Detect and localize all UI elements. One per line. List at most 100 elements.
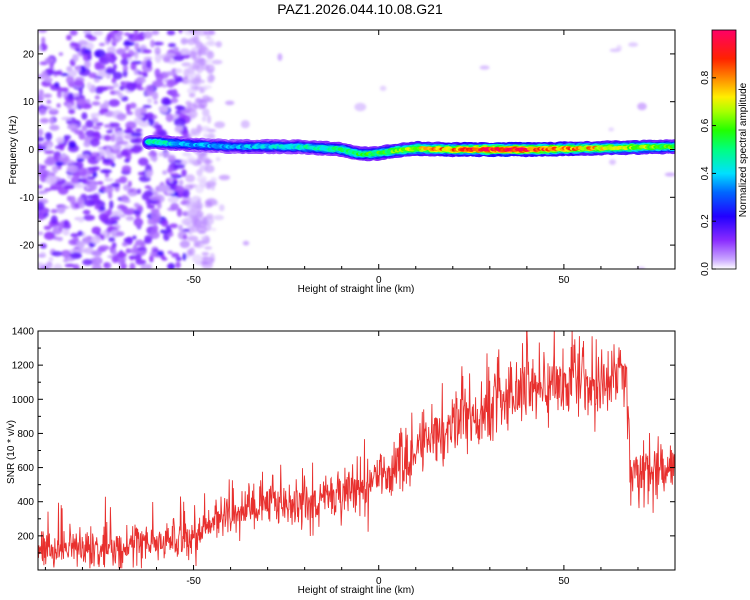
spectrogram-frame bbox=[37, 29, 676, 270]
heatmap-cell bbox=[109, 54, 116, 64]
heatmap-cell bbox=[196, 169, 203, 177]
heatmap-cell bbox=[75, 48, 81, 52]
heatmap-cell bbox=[71, 175, 79, 184]
heatmap-cell bbox=[77, 196, 84, 205]
heatmap-cell bbox=[193, 76, 202, 86]
spectrogram-heatmap bbox=[38, 30, 675, 269]
snr-frame bbox=[37, 330, 676, 571]
heatmap-cell bbox=[108, 237, 116, 242]
heatmap-cell bbox=[101, 213, 110, 218]
heatmap-cell bbox=[91, 101, 101, 106]
heatmap-cell bbox=[162, 151, 170, 158]
heatmap-cell bbox=[38, 136, 45, 142]
heatmap-cell bbox=[38, 184, 43, 189]
heatmap-cell bbox=[121, 53, 132, 60]
heatmap-cell bbox=[168, 176, 174, 184]
heatmap-cell bbox=[200, 235, 207, 240]
heatmap-cell bbox=[149, 254, 154, 263]
heatmap-cell bbox=[215, 156, 221, 162]
heatmap-cell bbox=[90, 138, 100, 147]
heatmap-cell bbox=[154, 68, 161, 77]
heatmap-cell bbox=[196, 198, 202, 208]
heatmap-cell bbox=[86, 82, 92, 90]
heatmap-cell bbox=[87, 51, 92, 61]
heatmap-cell bbox=[152, 224, 159, 233]
heatmap-cell bbox=[63, 219, 69, 227]
colorbar-ticks: 0.0 0.2 0.4 0.6 0.8 bbox=[700, 70, 716, 276]
snr-xtick-label: 0 bbox=[376, 576, 382, 587]
heatmap-cell bbox=[50, 215, 58, 225]
heatmap-cell bbox=[205, 35, 211, 40]
heatmap-cell bbox=[100, 185, 106, 191]
heatmap-cell bbox=[204, 246, 213, 250]
heatmap-cell bbox=[167, 250, 173, 255]
heatmap-cell bbox=[214, 121, 226, 129]
heatmap-cell bbox=[129, 188, 135, 193]
heatmap-cell bbox=[66, 164, 79, 174]
heatmap-cell bbox=[98, 149, 107, 156]
spectrogram-panel: -50 0 50 20 10 0 -10 -20 Height of straight lin… bbox=[8, 29, 676, 295]
colorbar-tick-label: 0.0 bbox=[700, 262, 711, 276]
heatmap-cell bbox=[211, 227, 217, 232]
heatmap-cell bbox=[103, 110, 115, 117]
heatmap-cell bbox=[104, 178, 114, 182]
heatmap-cell bbox=[95, 156, 102, 162]
heatmap-cell bbox=[146, 112, 154, 119]
heatmap-cell bbox=[103, 134, 112, 142]
heatmap-cell bbox=[152, 41, 164, 46]
heatmap-cell bbox=[94, 95, 101, 100]
spectrogram-ytick-label: 0 bbox=[28, 145, 34, 156]
heatmap-cell bbox=[109, 122, 121, 128]
heatmap-cell bbox=[67, 92, 74, 101]
heatmap-cell bbox=[151, 30, 160, 36]
snr-ytick-label: 1400 bbox=[12, 327, 35, 338]
heatmap-cell bbox=[99, 56, 111, 65]
heatmap-cell bbox=[140, 263, 152, 269]
heatmap-cell bbox=[68, 69, 78, 78]
heatmap-cell bbox=[205, 198, 218, 207]
heatmap-cell bbox=[172, 88, 178, 97]
heatmap-cell bbox=[176, 105, 186, 111]
spectrogram-ytick-label: -10 bbox=[20, 193, 35, 204]
heatmap-cell bbox=[616, 44, 622, 52]
heatmap-cell bbox=[201, 218, 209, 226]
heatmap-cell bbox=[143, 56, 153, 61]
heatmap-cell bbox=[122, 199, 131, 204]
heatmap-cell bbox=[98, 245, 110, 251]
heatmap-cell bbox=[150, 211, 161, 220]
heatmap-cell bbox=[158, 152, 164, 157]
heatmap-cell bbox=[106, 33, 112, 43]
heatmap-cell bbox=[123, 129, 135, 134]
heatmap-cell bbox=[152, 80, 164, 88]
heatmap-cell bbox=[136, 247, 147, 251]
heatmap-cell bbox=[44, 188, 52, 192]
snr-ytick-label: 400 bbox=[17, 497, 34, 508]
heatmap-cell bbox=[134, 50, 139, 60]
heatmap-cell bbox=[186, 87, 197, 95]
heatmap-cell bbox=[128, 255, 137, 259]
heatmap-cell bbox=[66, 102, 72, 110]
ridge-cell bbox=[671, 144, 675, 148]
heatmap-cell bbox=[124, 158, 130, 163]
heatmap-cell bbox=[114, 127, 119, 133]
heatmap-cell bbox=[91, 263, 103, 269]
heatmap-cell bbox=[119, 205, 128, 211]
heatmap-cell bbox=[169, 223, 179, 229]
heatmap-cell bbox=[110, 144, 122, 150]
heatmap-cell bbox=[145, 59, 152, 69]
heatmap-cell bbox=[628, 42, 639, 47]
heatmap-cell bbox=[55, 161, 64, 167]
heatmap-cell bbox=[124, 45, 130, 51]
heatmap-cell bbox=[121, 241, 129, 247]
heatmap-cell bbox=[112, 130, 125, 139]
heatmap-cell bbox=[130, 38, 137, 42]
heatmap-cell bbox=[156, 251, 164, 256]
heatmap-cell bbox=[218, 174, 231, 181]
heatmap-cell bbox=[137, 206, 144, 212]
heatmap-cell bbox=[123, 144, 134, 149]
heatmap-cell bbox=[164, 52, 176, 57]
heatmap-cell bbox=[69, 30, 78, 36]
heatmap-cell bbox=[175, 78, 184, 83]
heatmap-cell bbox=[143, 30, 153, 39]
heatmap-cell bbox=[174, 68, 183, 74]
